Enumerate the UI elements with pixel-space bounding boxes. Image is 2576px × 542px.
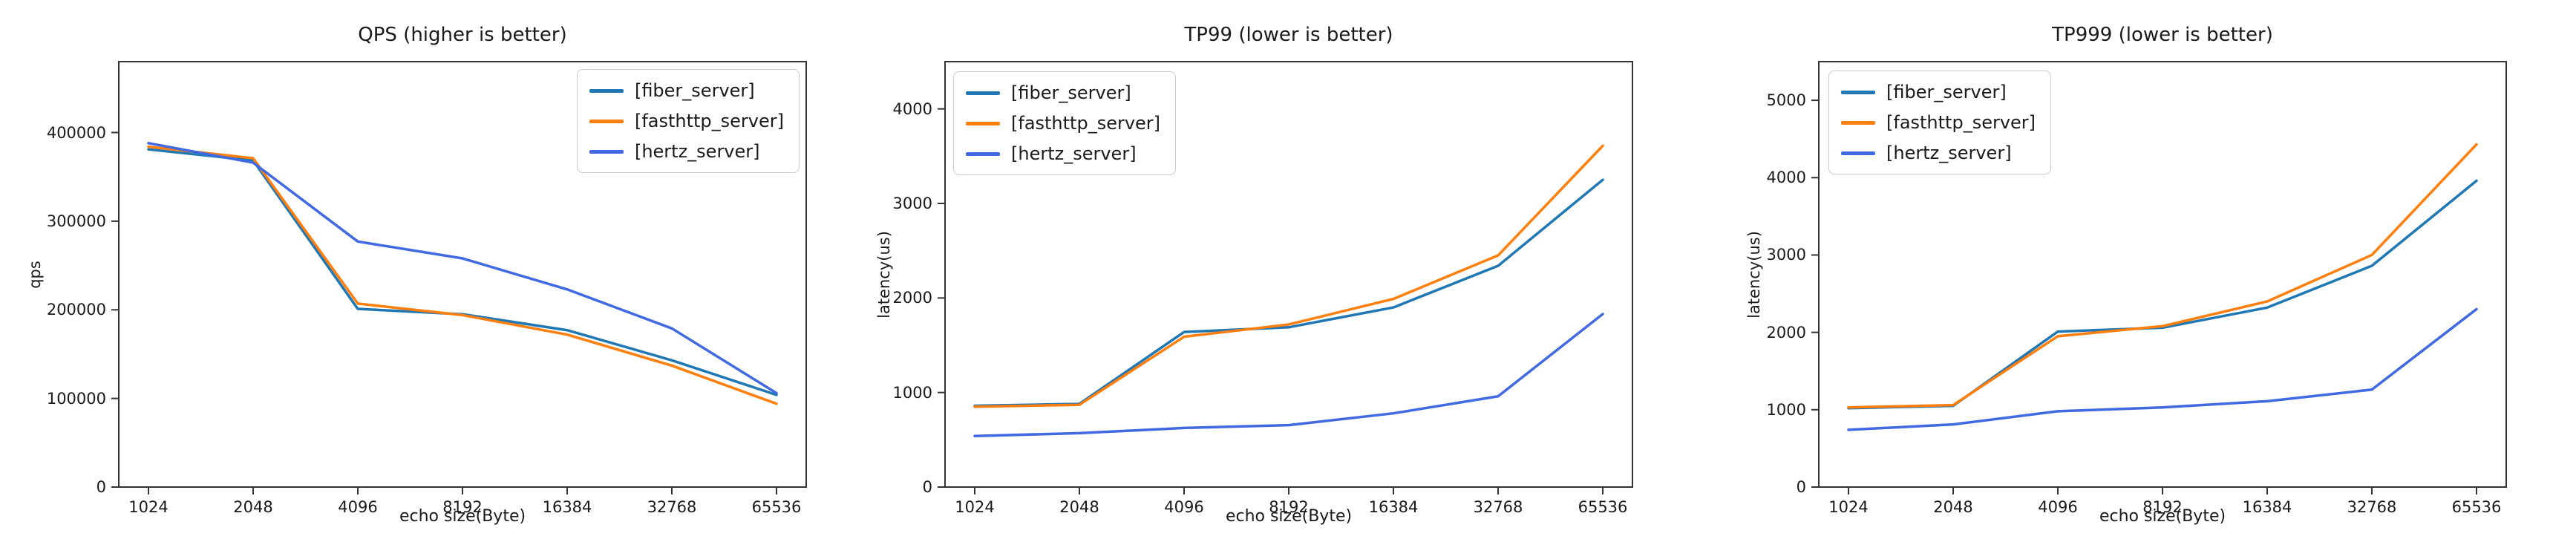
x-tick-label: 32768 bbox=[1473, 498, 1523, 516]
x-tick-label: 4096 bbox=[338, 498, 378, 516]
y-tick-label: 1000 bbox=[1766, 400, 1806, 419]
chart-title: TP99 (lower is better) bbox=[1184, 24, 1393, 46]
legend-label: [hertz_server] bbox=[1011, 143, 1137, 164]
series-line-fiber_server bbox=[1847, 179, 2478, 410]
x-axis-label: echo size(Byte) bbox=[1225, 507, 1353, 526]
y-tick-label: 300000 bbox=[46, 212, 106, 230]
legend-item-fasthttp_server: [fasthttp_server] bbox=[1841, 111, 2036, 134]
y-tick-label: 2000 bbox=[892, 289, 932, 307]
legend-item-fiber_server: [fiber_server] bbox=[589, 79, 784, 102]
legend-item-hertz_server: [hertz_server] bbox=[589, 140, 784, 163]
legend-label: [fasthttp_server] bbox=[1011, 113, 1161, 134]
x-tick-label: 4096 bbox=[1164, 498, 1204, 516]
plot-area bbox=[938, 61, 1633, 494]
y-tick-label: 0 bbox=[922, 478, 932, 496]
legend-label: [hertz_server] bbox=[634, 141, 760, 162]
legend: [fiber_server] [fasthttp_server] [hertz_se… bbox=[576, 69, 800, 173]
x-tick-label: 16384 bbox=[2242, 498, 2292, 516]
legend-swatch-icon bbox=[966, 121, 1000, 125]
x-tick-label: 8192 bbox=[2142, 498, 2183, 516]
x-tick-label: 1024 bbox=[955, 498, 995, 516]
y-tick-label: 1000 bbox=[892, 383, 932, 402]
x-tick-label: 16384 bbox=[1368, 498, 1419, 516]
y-tick-label: 200000 bbox=[46, 301, 106, 319]
x-tick-label: 2048 bbox=[1933, 498, 1973, 516]
chart-qps: QPS (higher is better) qps echo size(Byt… bbox=[0, 0, 859, 542]
y-tick-label: 0 bbox=[96, 478, 106, 496]
x-tick-label: 32768 bbox=[647, 498, 697, 516]
series-line-fiber_server bbox=[147, 148, 778, 396]
legend-item-fiber_server: [fiber_server] bbox=[1841, 81, 2036, 103]
legend-swatch-icon bbox=[589, 88, 624, 93]
legend-item-fasthttp_server: [fasthttp_server] bbox=[966, 112, 1160, 134]
legend-label: [hertz_server] bbox=[1886, 143, 2012, 163]
legend-swatch-icon bbox=[1841, 90, 1875, 94]
legend-swatch-icon bbox=[1841, 151, 1875, 155]
legend-item-hertz_server: [hertz_server] bbox=[1841, 142, 2036, 164]
y-tick-label: 3000 bbox=[892, 195, 932, 212]
x-axis-label: echo size(Byte) bbox=[2099, 507, 2226, 526]
y-tick-label: 3000 bbox=[1766, 246, 1806, 264]
x-tick-label: 4096 bbox=[2038, 498, 2078, 516]
y-axis-label: qps bbox=[26, 260, 44, 289]
legend-swatch-icon bbox=[1841, 120, 1875, 125]
legend-item-fasthttp_server: [fasthttp_server] bbox=[589, 110, 784, 132]
legend-item-hertz_server: [hertz_server] bbox=[966, 143, 1160, 165]
x-tick-label: 32768 bbox=[2347, 498, 2397, 516]
x-tick-label: 16384 bbox=[542, 498, 592, 516]
series-line-fasthttp_server bbox=[1847, 143, 2478, 409]
y-tick-label: 400000 bbox=[46, 123, 106, 142]
legend-item-fiber_server: [fiber_server] bbox=[966, 82, 1160, 104]
legend-swatch-icon bbox=[589, 149, 624, 154]
legend-label: [fasthttp_server] bbox=[634, 111, 784, 131]
plot-area bbox=[1811, 61, 2507, 494]
x-tick-label: 1024 bbox=[128, 498, 169, 516]
chart-title: QPS (higher is better) bbox=[358, 24, 567, 46]
legend-swatch-icon bbox=[966, 151, 1000, 156]
legend-swatch-icon bbox=[589, 119, 624, 123]
series-line-fasthttp_server bbox=[973, 144, 1604, 408]
series-line-hertz_server bbox=[1847, 307, 2478, 431]
y-tick-label: 5000 bbox=[1766, 91, 1806, 110]
legend-label: [fiber_server] bbox=[634, 80, 755, 101]
y-axis-label: latency(us) bbox=[1745, 230, 1763, 319]
legend-label: [fiber_server] bbox=[1886, 82, 2007, 102]
series-line-fasthttp_server bbox=[147, 145, 778, 405]
legend-label: [fiber_server] bbox=[1011, 82, 1131, 103]
x-tick-label: 2048 bbox=[233, 498, 273, 516]
y-tick-label: 0 bbox=[1796, 478, 1806, 496]
x-tick-label: 8192 bbox=[442, 498, 483, 516]
x-axis-label: echo size(Byte) bbox=[399, 507, 526, 526]
series-line-hertz_server bbox=[973, 313, 1604, 437]
legend: [fiber_server] [fasthttp_server] [hertz_se… bbox=[1828, 71, 2052, 174]
y-tick-label: 100000 bbox=[46, 389, 106, 408]
legend-label: [fasthttp_server] bbox=[1886, 112, 2036, 133]
x-tick-label: 65536 bbox=[2451, 498, 2502, 516]
chart-tp99: TP99 (lower is better) latency(us) echo … bbox=[859, 0, 1718, 542]
y-tick-label: 4000 bbox=[1766, 169, 1806, 187]
x-tick-label: 8192 bbox=[1269, 498, 1309, 516]
chart-tp999: TP999 (lower is better) latency(us) echo… bbox=[1718, 0, 2576, 542]
x-tick-label: 65536 bbox=[751, 498, 802, 516]
x-tick-label: 2048 bbox=[1059, 498, 1099, 516]
legend-swatch-icon bbox=[966, 91, 1000, 95]
x-tick-label: 1024 bbox=[1828, 498, 1869, 516]
y-tick-label: 4000 bbox=[892, 99, 932, 118]
plot-area bbox=[111, 61, 807, 494]
x-tick-label: 65536 bbox=[1578, 498, 1628, 516]
series-line-fiber_server bbox=[973, 178, 1604, 408]
chart-title: TP999 (lower is better) bbox=[2052, 24, 2273, 46]
series-line-hertz_server bbox=[147, 142, 778, 395]
y-tick-label: 2000 bbox=[1766, 323, 1806, 342]
legend: [fiber_server] [fasthttp_server] [hertz_se… bbox=[953, 71, 1177, 175]
